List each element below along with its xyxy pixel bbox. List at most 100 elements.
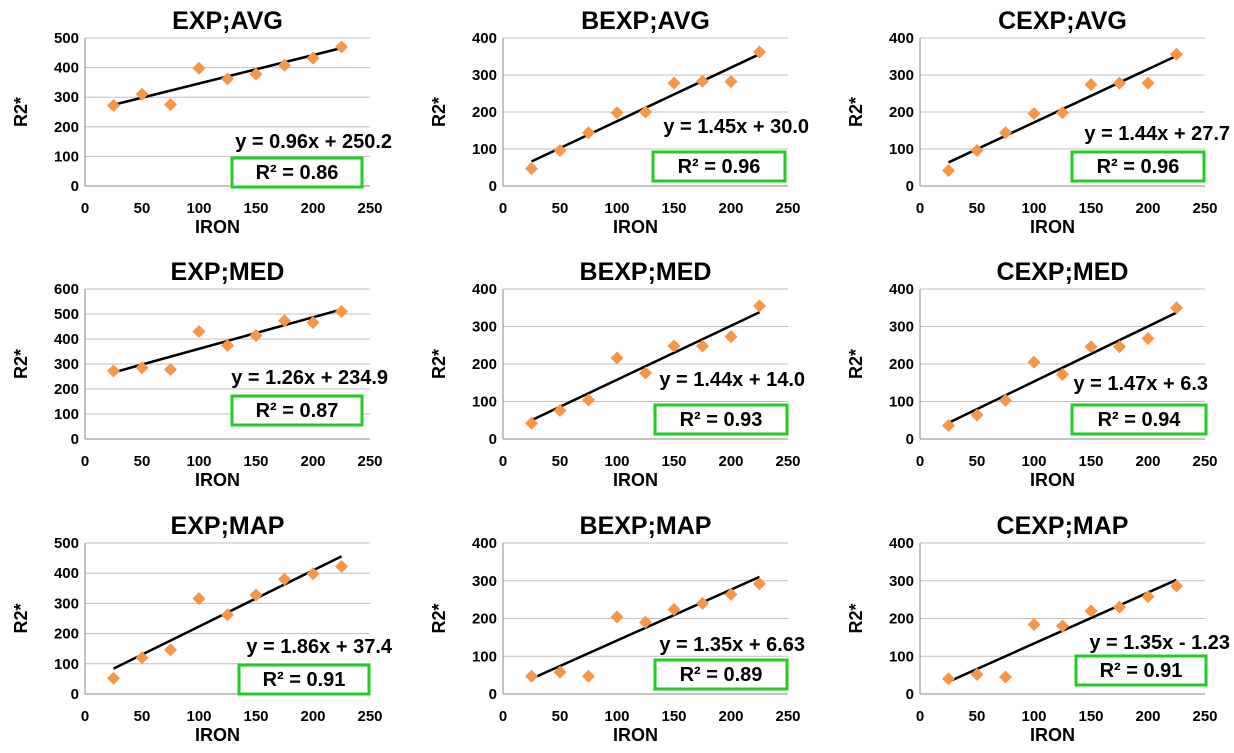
r2-value: R² = 0.91 bbox=[263, 669, 346, 691]
data-point bbox=[164, 98, 177, 112]
x-tick-label: 150 bbox=[243, 708, 268, 725]
data-point bbox=[306, 316, 320, 329]
data-point bbox=[696, 339, 709, 353]
x-tick-label: 50 bbox=[134, 708, 151, 725]
y-axis-label: R2* bbox=[11, 349, 31, 379]
x-tick-label: 0 bbox=[81, 200, 89, 217]
y-tick-label: 400 bbox=[889, 281, 914, 298]
x-tick-label: 250 bbox=[775, 453, 800, 470]
data-point bbox=[1084, 604, 1098, 618]
trendline-equation: y = 1.47x + 6.3 bbox=[1073, 373, 1208, 395]
x-tick-label: 250 bbox=[357, 200, 382, 217]
data-point bbox=[249, 329, 263, 342]
data-point bbox=[164, 643, 177, 657]
y-tick-label: 100 bbox=[54, 148, 79, 165]
x-tick-label: 200 bbox=[300, 200, 325, 217]
y-axis-label: R2* bbox=[11, 603, 31, 633]
x-tick-label: 200 bbox=[718, 453, 743, 470]
y-tick-label: 100 bbox=[889, 141, 914, 158]
y-tick-label: 400 bbox=[889, 30, 914, 47]
data-point bbox=[999, 670, 1012, 684]
r2-value: R² = 0.94 bbox=[1098, 409, 1182, 431]
data-point bbox=[525, 669, 538, 683]
r2-box bbox=[230, 394, 364, 427]
y-tick-label: 400 bbox=[472, 30, 497, 47]
y-tick-label: 300 bbox=[54, 356, 79, 373]
r2-box bbox=[1070, 403, 1208, 436]
x-tick-label: 50 bbox=[552, 453, 569, 470]
chart-panel: 0 100 200 300 400 0 50 100 150 200 250 BEXP;MAP IRON… bbox=[429, 512, 805, 745]
y-tick-label: 0 bbox=[906, 431, 914, 448]
data-point bbox=[582, 393, 595, 407]
data-point bbox=[249, 588, 263, 602]
y-tick-label: 0 bbox=[71, 686, 79, 703]
x-tick-label: 0 bbox=[916, 453, 924, 470]
x-tick-label: 0 bbox=[499, 708, 507, 725]
x-tick-label: 150 bbox=[1078, 708, 1103, 725]
data-point bbox=[135, 87, 149, 101]
data-point bbox=[249, 67, 263, 81]
data-point bbox=[724, 587, 738, 601]
data-point bbox=[753, 45, 766, 59]
x-tick-label: 50 bbox=[134, 200, 151, 217]
x-tick-label: 200 bbox=[718, 200, 743, 217]
data-point bbox=[610, 610, 624, 624]
y-tick-label: 100 bbox=[889, 394, 914, 411]
data-point bbox=[1113, 340, 1126, 354]
x-tick-label: 100 bbox=[604, 200, 629, 217]
trendline-equation: y = 1.26x + 234.9 bbox=[231, 367, 388, 389]
y-tick-label: 300 bbox=[889, 319, 914, 336]
data-point bbox=[639, 615, 652, 629]
data-point bbox=[1113, 76, 1126, 90]
x-tick-label: 250 bbox=[775, 708, 800, 725]
x-tick-label: 250 bbox=[1192, 200, 1217, 217]
chart-panel: 0 100 200 300 400 0 50 100 150 200 250 BEXP;MED IRON… bbox=[429, 258, 805, 490]
x-axis-label: IRON bbox=[1030, 217, 1075, 237]
x-axis-label: IRON bbox=[195, 470, 240, 490]
y-tick-label: 300 bbox=[889, 573, 914, 590]
y-tick-label: 100 bbox=[472, 141, 497, 158]
y-tick-label: 200 bbox=[54, 381, 79, 398]
x-axis-label: IRON bbox=[1030, 470, 1075, 490]
r2-value: R² = 0.96 bbox=[1097, 156, 1180, 178]
data-point bbox=[696, 596, 709, 610]
data-point bbox=[610, 351, 624, 365]
r2-box bbox=[653, 403, 789, 436]
chart-panel: 0 100 200 300 400 500 0 50 100 150 200 250 EXP;AVG IR… bbox=[11, 7, 392, 237]
y-tick-label: 500 bbox=[54, 30, 79, 47]
data-point bbox=[582, 669, 595, 683]
data-point bbox=[1056, 368, 1069, 381]
chart-title: EXP;MED bbox=[171, 258, 285, 286]
y-tick-label: 300 bbox=[472, 573, 497, 590]
x-tick-label: 100 bbox=[186, 708, 211, 725]
data-point bbox=[164, 363, 177, 376]
y-tick-label: 200 bbox=[889, 611, 914, 628]
data-point bbox=[667, 602, 681, 616]
x-tick-label: 250 bbox=[357, 708, 382, 725]
x-tick-label: 200 bbox=[1135, 708, 1160, 725]
r2-box bbox=[651, 150, 787, 183]
y-tick-label: 400 bbox=[54, 60, 79, 77]
x-tick-label: 150 bbox=[243, 200, 268, 217]
x-tick-label: 50 bbox=[552, 708, 569, 725]
y-tick-label: 200 bbox=[54, 626, 79, 643]
data-point bbox=[724, 75, 738, 89]
chart-title: CEXP;AVG bbox=[998, 7, 1127, 35]
data-point bbox=[1113, 600, 1126, 614]
y-tick-label: 100 bbox=[889, 648, 914, 665]
data-point bbox=[1084, 340, 1098, 354]
data-point bbox=[525, 162, 538, 176]
data-point bbox=[942, 419, 955, 432]
data-point bbox=[724, 330, 738, 344]
data-point bbox=[306, 567, 320, 581]
x-tick-label: 100 bbox=[186, 453, 211, 470]
data-point bbox=[553, 404, 567, 417]
data-point bbox=[970, 408, 984, 422]
trendline bbox=[530, 311, 761, 422]
y-tick-label: 200 bbox=[472, 356, 497, 373]
y-axis-label: R2* bbox=[429, 349, 449, 379]
chart-title: BEXP;MAP bbox=[580, 512, 712, 540]
y-tick-label: 400 bbox=[54, 331, 79, 348]
trendline-equation: y = 1.35x - 1.23 bbox=[1089, 632, 1230, 654]
data-point bbox=[192, 592, 206, 606]
